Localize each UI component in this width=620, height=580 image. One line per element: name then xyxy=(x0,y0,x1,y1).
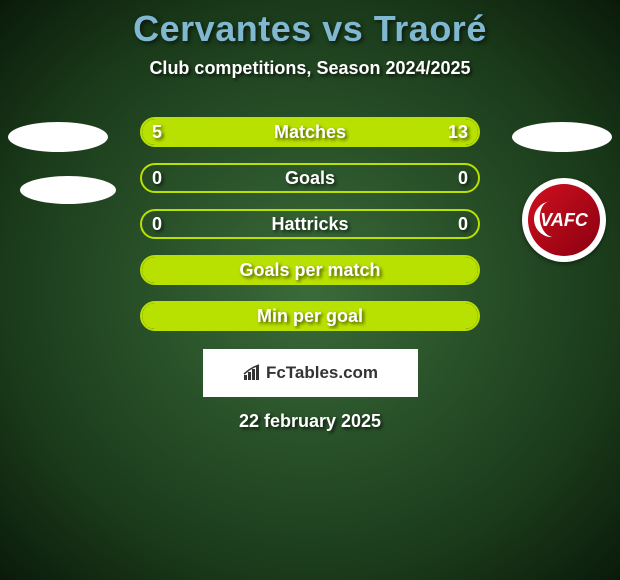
stats-rows: Matches 5 13 Goals 0 0 Hattricks 0 0 Goals per ma… xyxy=(0,109,620,339)
stat-bar: Matches xyxy=(140,117,480,147)
stat-label: Hattricks xyxy=(271,214,348,235)
comparison-card: Cervantes vs Traoré Club competitions, S… xyxy=(0,0,620,580)
stat-label: Matches xyxy=(274,122,346,143)
stat-value-right: 0 xyxy=(458,214,468,235)
date-label: 22 february 2025 xyxy=(0,411,620,432)
stat-row: Goals per match xyxy=(0,247,620,293)
stat-bar: Min per goal xyxy=(140,301,480,331)
stat-row: Min per goal xyxy=(0,293,620,339)
stat-label: Goals per match xyxy=(239,260,380,281)
stat-row: Goals 0 0 xyxy=(0,155,620,201)
stat-label: Min per goal xyxy=(257,306,363,327)
chart-icon xyxy=(242,364,264,382)
stat-bar: Goals xyxy=(140,163,480,193)
stat-label: Goals xyxy=(285,168,335,189)
stat-value-right: 13 xyxy=(448,122,468,143)
stat-value-right: 0 xyxy=(458,168,468,189)
stat-value-left: 5 xyxy=(152,122,162,143)
stat-row: Hattricks 0 0 xyxy=(0,201,620,247)
stat-bar: Hattricks xyxy=(140,209,480,239)
watermark-text: FcTables.com xyxy=(266,363,378,383)
stat-row: Matches 5 13 xyxy=(0,109,620,155)
stat-bar: Goals per match xyxy=(140,255,480,285)
subtitle: Club competitions, Season 2024/2025 xyxy=(0,58,620,79)
page-title: Cervantes vs Traoré xyxy=(0,8,620,50)
watermark-box: FcTables.com xyxy=(203,349,418,397)
bar-fill-right xyxy=(236,119,478,145)
stat-value-left: 0 xyxy=(152,214,162,235)
stat-value-left: 0 xyxy=(152,168,162,189)
